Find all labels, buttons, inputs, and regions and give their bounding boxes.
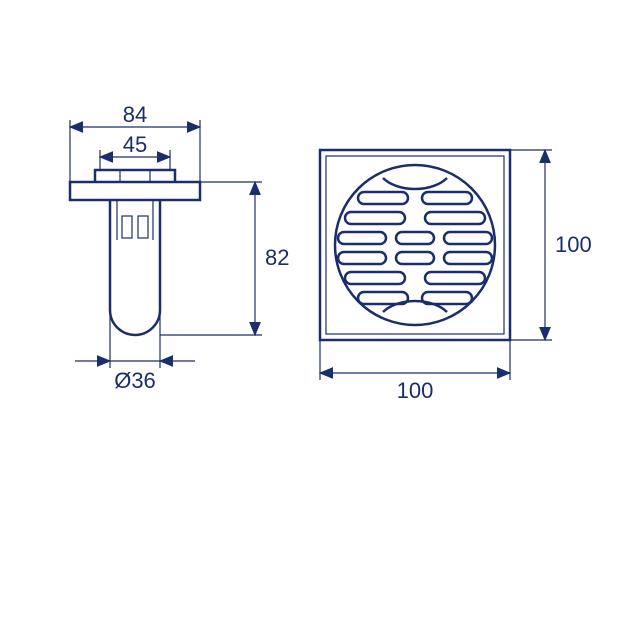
dim-side-45-label: 45 [123, 132, 147, 157]
dim-side-dia-label: Ø36 [114, 368, 156, 393]
dim-top-width-label: 100 [397, 378, 434, 403]
dim-side-82-label: 82 [265, 245, 289, 270]
top-view [320, 150, 510, 340]
dim-top-height: 100 [510, 150, 592, 340]
side-view [70, 170, 200, 335]
dim-side-45: 45 [100, 132, 170, 170]
dim-side-dia: Ø36 [75, 315, 195, 393]
dim-side-84-label: 84 [123, 102, 147, 127]
dim-top-width: 100 [320, 340, 510, 403]
technical-drawing: 100 100 84 45 [0, 0, 624, 624]
dim-side-82: 82 [160, 182, 289, 335]
dim-top-height-label: 100 [555, 232, 592, 257]
